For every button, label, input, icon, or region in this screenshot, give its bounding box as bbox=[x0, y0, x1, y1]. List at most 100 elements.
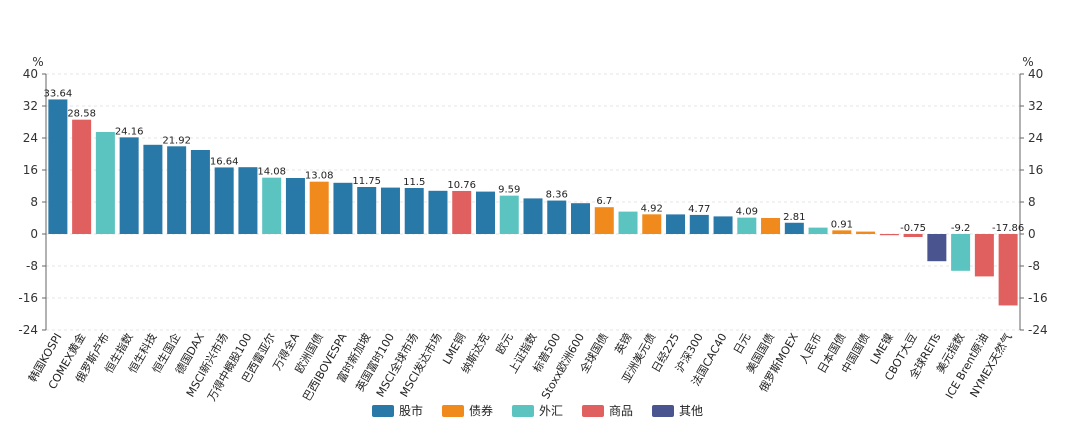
bar bbox=[761, 218, 781, 234]
bar bbox=[879, 234, 899, 236]
right-tick-label: 32 bbox=[1028, 99, 1043, 113]
bar bbox=[998, 234, 1018, 306]
data-label: 33.64 bbox=[44, 88, 73, 99]
legend-swatch bbox=[512, 405, 534, 417]
data-label: 24.16 bbox=[115, 126, 144, 137]
left-tick-label: 16 bbox=[23, 163, 38, 177]
legend-label: 其他 bbox=[679, 404, 703, 418]
right-tick-label: 0 bbox=[1028, 227, 1036, 241]
left-tick-label: 24 bbox=[23, 131, 38, 145]
left-tick-label: 32 bbox=[23, 99, 38, 113]
bar bbox=[190, 150, 210, 234]
left-tick-label: -16 bbox=[18, 291, 38, 305]
data-label: 4.09 bbox=[736, 207, 758, 218]
bar bbox=[547, 200, 567, 234]
legend-label: 债券 bbox=[469, 403, 493, 418]
legend-label: 外汇 bbox=[539, 404, 563, 418]
right-unit-label: % bbox=[1022, 55, 1033, 69]
bar bbox=[499, 195, 519, 234]
data-label: 0.91 bbox=[831, 219, 853, 230]
category-labels: 韩国KOSPICOMEX黄金俄罗斯卢布恒生指数恒生科技恒生国企德国DAXMSCI… bbox=[25, 330, 1014, 403]
bar bbox=[571, 203, 591, 234]
legend-item: 外汇 bbox=[512, 404, 563, 418]
left-tick-label: -8 bbox=[26, 259, 38, 273]
data-label: -17.86 bbox=[992, 223, 1024, 234]
data-label: 4.77 bbox=[688, 204, 710, 215]
bar bbox=[951, 234, 971, 271]
bar bbox=[333, 182, 353, 234]
bar bbox=[404, 188, 424, 234]
bar bbox=[618, 211, 638, 234]
data-label: 8.36 bbox=[546, 190, 568, 201]
data-label: 9.59 bbox=[498, 185, 520, 196]
data-label: 11.5 bbox=[403, 177, 425, 188]
bar bbox=[642, 214, 662, 234]
bar bbox=[72, 119, 92, 234]
category-label: 英镑 bbox=[611, 331, 634, 357]
bar bbox=[380, 187, 400, 234]
legend-item: 其他 bbox=[652, 404, 703, 418]
category-label: 日元 bbox=[731, 331, 753, 357]
bar bbox=[238, 167, 258, 234]
legend-label: 股市 bbox=[399, 403, 423, 418]
bar bbox=[927, 234, 947, 262]
bar bbox=[856, 231, 876, 234]
bar bbox=[974, 234, 994, 277]
data-label: 28.58 bbox=[67, 109, 96, 120]
legend-item: 商品 bbox=[582, 403, 633, 418]
data-label: -0.75 bbox=[900, 223, 926, 234]
bar bbox=[167, 146, 187, 234]
left-tick-label: 0 bbox=[30, 227, 38, 241]
legend-swatch bbox=[372, 405, 394, 417]
bar bbox=[594, 207, 614, 234]
legend: 股市 债券 外汇 商品 其他 bbox=[372, 403, 703, 418]
bar bbox=[903, 234, 923, 237]
bar bbox=[666, 214, 686, 234]
bar bbox=[475, 191, 495, 234]
data-label: 13.08 bbox=[305, 171, 334, 182]
left-tick-label: -24 bbox=[18, 323, 38, 337]
data-label: 6.7 bbox=[596, 196, 612, 207]
axes: -24 -24 -16 -16 -8 -8 0 0 8 8 16 16 24 24 32 32 40 40%% bbox=[18, 55, 1047, 337]
bar bbox=[143, 144, 163, 234]
legend-swatch bbox=[582, 405, 604, 417]
data-label: 10.76 bbox=[447, 180, 476, 191]
right-tick-label: -16 bbox=[1028, 291, 1048, 305]
bar bbox=[832, 230, 852, 234]
bar bbox=[357, 187, 377, 234]
right-tick-label: 16 bbox=[1028, 163, 1043, 177]
legend-item: 股市 bbox=[372, 403, 423, 418]
right-tick-label: 24 bbox=[1028, 131, 1043, 145]
bar bbox=[214, 167, 234, 234]
bars bbox=[48, 99, 1018, 306]
data-label: -9.2 bbox=[951, 223, 971, 234]
bar bbox=[309, 181, 329, 234]
right-tick-label: -8 bbox=[1028, 259, 1040, 273]
bar bbox=[48, 99, 68, 234]
bar bbox=[713, 216, 733, 234]
data-labels: 33.64 28.58 24.16 21.92 16.64 14.08 13.08 11.75… bbox=[44, 88, 1025, 234]
data-label: 14.08 bbox=[257, 167, 286, 178]
legend-label: 商品 bbox=[609, 403, 633, 418]
bar bbox=[119, 137, 139, 234]
legend-item: 债券 bbox=[442, 403, 493, 418]
bar bbox=[452, 190, 472, 234]
category-label: 欧元 bbox=[494, 331, 516, 357]
bar bbox=[523, 198, 543, 234]
data-label: 16.64 bbox=[210, 156, 239, 167]
bar bbox=[737, 217, 757, 234]
left-tick-label: 40 bbox=[23, 67, 38, 81]
right-tick-label: 8 bbox=[1028, 195, 1036, 209]
bar bbox=[428, 190, 448, 234]
legend-swatch bbox=[442, 405, 464, 417]
bar bbox=[808, 227, 828, 234]
right-tick-label: 40 bbox=[1028, 67, 1043, 81]
left-unit-label: % bbox=[32, 55, 43, 69]
bar bbox=[262, 177, 282, 234]
bar bbox=[784, 222, 804, 234]
data-label: 21.92 bbox=[162, 135, 191, 146]
right-tick-label: -24 bbox=[1028, 323, 1048, 337]
bar bbox=[95, 132, 115, 234]
data-label: 11.75 bbox=[352, 176, 381, 187]
